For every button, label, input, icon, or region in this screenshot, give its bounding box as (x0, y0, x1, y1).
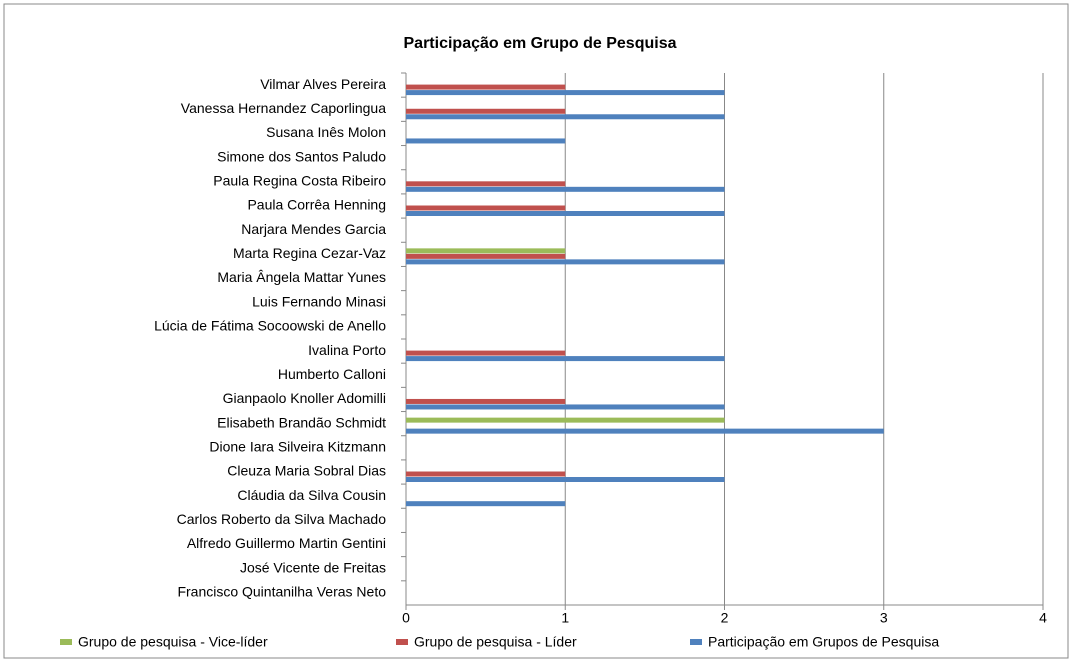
y-tick-label: Gianpaolo Knoller Adomilli (223, 390, 386, 406)
legend-swatch (396, 639, 408, 645)
y-tick-label: Simone dos Santos Paludo (217, 148, 386, 164)
bar (406, 253, 566, 259)
y-tick-label: Carlos Roberto da Silva Machado (177, 511, 387, 527)
bar (406, 114, 725, 120)
bar (406, 186, 725, 192)
y-tick-label: Cláudia da Silva Cousin (237, 487, 386, 503)
bar (406, 477, 725, 482)
bar (406, 417, 725, 423)
x-tick-label: 0 (402, 610, 410, 626)
bar (406, 350, 566, 356)
y-tick-label: Paula Corrêa Henning (247, 197, 386, 213)
chart-title: Participação em Grupo de Pesquisa (404, 35, 677, 52)
bar (406, 428, 884, 434)
y-tick-label: Narjara Mendes Garcia (241, 221, 386, 237)
bar (406, 84, 566, 90)
y-tick-label: Luis Fernando Minasi (252, 293, 386, 309)
y-tick-label: Susana Inês Molon (266, 124, 386, 140)
y-tick-label: Vilmar Alves Pereira (260, 76, 386, 92)
y-tick-label: Elisabeth Brandão Schmidt (217, 414, 386, 430)
x-tick-label: 2 (721, 610, 729, 626)
x-tick-label: 1 (561, 610, 569, 626)
legend-label: Participação em Grupos de Pesquisa (708, 634, 939, 650)
legend-swatch (60, 639, 72, 645)
y-tick-label: Cleuza Maria Sobral Dias (227, 463, 386, 479)
bar (406, 211, 725, 216)
bar (406, 138, 566, 144)
y-tick-label: Humberto Calloni (278, 366, 386, 382)
bar (406, 181, 566, 187)
y-tick-label: Vanessa Hernandez Caporlingua (181, 100, 386, 116)
bar (406, 501, 566, 507)
legend-label: Grupo de pesquisa - Líder (414, 634, 577, 650)
y-tick-label: Paula Regina Costa Ribeiro (213, 173, 386, 189)
bar (406, 404, 725, 410)
y-tick-label: Marta Regina Cezar-Vaz (233, 245, 386, 261)
bar (406, 90, 725, 96)
y-tick-label: Alfredo Guillermo Martin Gentini (187, 535, 386, 551)
x-tick-label: 3 (880, 610, 888, 626)
legend-swatch (690, 639, 702, 645)
y-tick-label: Lúcia de Fátima Socoowski de Anello (154, 318, 386, 334)
bar (406, 398, 566, 404)
bar (406, 205, 566, 211)
bar (406, 248, 566, 254)
bar (406, 471, 566, 477)
y-tick-label: Ivalina Porto (308, 342, 386, 358)
bar (406, 259, 725, 265)
y-tick-label: José Vicente de Freitas (240, 559, 386, 575)
y-tick-label: Dione Iara Silveira Kitzmann (209, 439, 386, 455)
y-tick-label: Maria Ângela Mattar Yunes (217, 269, 386, 285)
bar (406, 108, 566, 114)
bar (406, 356, 725, 362)
y-tick-label: Francisco Quintanilha Veras Neto (177, 584, 386, 600)
legend-label: Grupo de pesquisa - Vice-líder (78, 634, 268, 650)
x-tick-label: 4 (1039, 610, 1047, 626)
